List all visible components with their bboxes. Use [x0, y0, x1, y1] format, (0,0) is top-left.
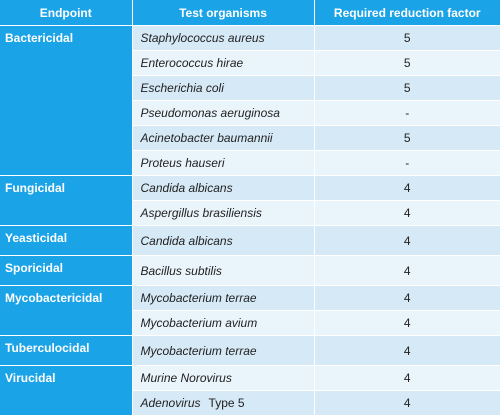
- organism-cell: Enterococcus hirae: [132, 50, 315, 76]
- header-test-organisms: Test organisms: [132, 0, 315, 26]
- organism-cell: Candida albicans: [132, 225, 315, 256]
- endpoint-cell: Bactericidal: [0, 25, 133, 176]
- reduction-factor-cell: 4: [314, 335, 500, 366]
- organism-name: Adenovirus: [140, 396, 201, 410]
- table-row: Acinetobacter baumannii 5: [0, 125, 500, 151]
- organism-name: Mycobacterium terrae: [140, 291, 257, 305]
- reduction-factor-cell: -: [314, 100, 500, 126]
- endpoint-cell: Yeasticidal: [0, 225, 133, 256]
- organism-name: Enterococcus hirae: [140, 56, 244, 70]
- organism-name: Mycobacterium avium: [140, 316, 258, 330]
- organism-name: Bacillus subtilis: [140, 263, 222, 278]
- organism-cell: Aspergillus brasiliensis: [132, 200, 315, 226]
- reduction-factor-cell: 4: [314, 225, 500, 256]
- organism-cell: Bacillus subtilis: [132, 255, 315, 286]
- reduction-factor-cell: 4: [314, 390, 500, 416]
- reduction-factor-cell: 5: [314, 50, 500, 76]
- organism-cell: Pseudomonas aeruginosa: [132, 100, 315, 126]
- table-row: Mycobacterium avium 4: [0, 310, 500, 336]
- reduction-factor-cell: 4: [314, 365, 500, 391]
- endpoint-cell: Tuberculocidal: [0, 335, 133, 366]
- header-row: Endpoint Test organisms Required reducti…: [0, 0, 500, 26]
- organism-name: Acinetobacter baumannii: [140, 131, 273, 145]
- organism-cell: Mycobacterium terrae: [132, 335, 315, 366]
- table-row: Enterococcus hirae 5: [0, 50, 500, 76]
- table-row: Escherichia coli 5: [0, 75, 500, 101]
- organism-cell: Escherichia coli: [132, 75, 315, 101]
- table-row: Tuberculocidal Mycobacterium terrae 4: [0, 335, 500, 366]
- organism-cell: Candida albicans: [132, 175, 315, 201]
- table-row: Bactericidal Staphylococcus aureus 5: [0, 25, 500, 176]
- table-row: Pseudomonas aeruginosa -: [0, 100, 500, 126]
- table-row: Mycobactericidal Mycobacterium terrae 4: [0, 285, 500, 336]
- reduction-factor-cell: 4: [314, 175, 500, 201]
- reduction-factor-cell: 4: [314, 255, 500, 286]
- reduction-factor-cell: 5: [314, 25, 500, 51]
- organism-name: Candida albicans: [140, 233, 233, 248]
- table-row: Fungicidal Candida albicans 4: [0, 175, 500, 226]
- organism-name: Mycobacterium terrae: [140, 343, 257, 358]
- organism-cell: Staphylococcus aureus: [132, 25, 315, 51]
- reduction-factor-cell: 4: [314, 200, 500, 226]
- table-body: Bactericidal Staphylococcus aureus 5 Entero…: [0, 25, 500, 416]
- reduction-factor-cell: 4: [314, 310, 500, 336]
- reduction-factor-cell: 5: [314, 75, 500, 101]
- organism-cell: Adenovirus Type 5: [132, 390, 315, 416]
- organism-cell: Mycobacterium avium: [132, 310, 315, 336]
- reduction-factor-cell: -: [314, 150, 500, 176]
- organism-cell: Murine Norovirus: [132, 365, 315, 391]
- table-row: Proteus hauseri -: [0, 150, 500, 176]
- reduction-factor-cell: 4: [314, 285, 500, 311]
- table-row: Virucidal Murine Norovirus 4: [0, 365, 500, 416]
- organism-name: Pseudomonas aeruginosa: [140, 106, 280, 120]
- reduction-factor-cell: 5: [314, 125, 500, 151]
- header-required-reduction-factor: Required reduction factor: [314, 0, 500, 26]
- header-endpoint: Endpoint: [0, 0, 133, 26]
- organism-name: Aspergillus brasiliensis: [140, 206, 262, 220]
- organism-cell: Acinetobacter baumannii: [132, 125, 315, 151]
- endpoint-cell: Sporicidal: [0, 255, 133, 286]
- organism-name: Candida albicans: [140, 181, 233, 195]
- organism-cell: Proteus hauseri: [132, 150, 315, 176]
- organism-name: Murine Norovirus: [140, 371, 232, 385]
- organism-cell: Mycobacterium terrae: [132, 285, 315, 311]
- organism-name: Escherichia coli: [140, 81, 224, 95]
- table-row: Yeasticidal Candida albicans 4: [0, 225, 500, 256]
- table-row: Aspergillus brasiliensis 4: [0, 200, 500, 226]
- endpoint-cell: Virucidal: [0, 365, 133, 416]
- endpoint-cell: Fungicidal: [0, 175, 133, 226]
- endpoint-cell: Mycobactericidal: [0, 285, 133, 336]
- organism-type-suffix: Type 5: [208, 396, 245, 410]
- organism-name: Staphylococcus aureus: [140, 31, 265, 45]
- table-row: Sporicidal Bacillus subtilis 4: [0, 255, 500, 286]
- organism-name: Proteus hauseri: [140, 156, 225, 170]
